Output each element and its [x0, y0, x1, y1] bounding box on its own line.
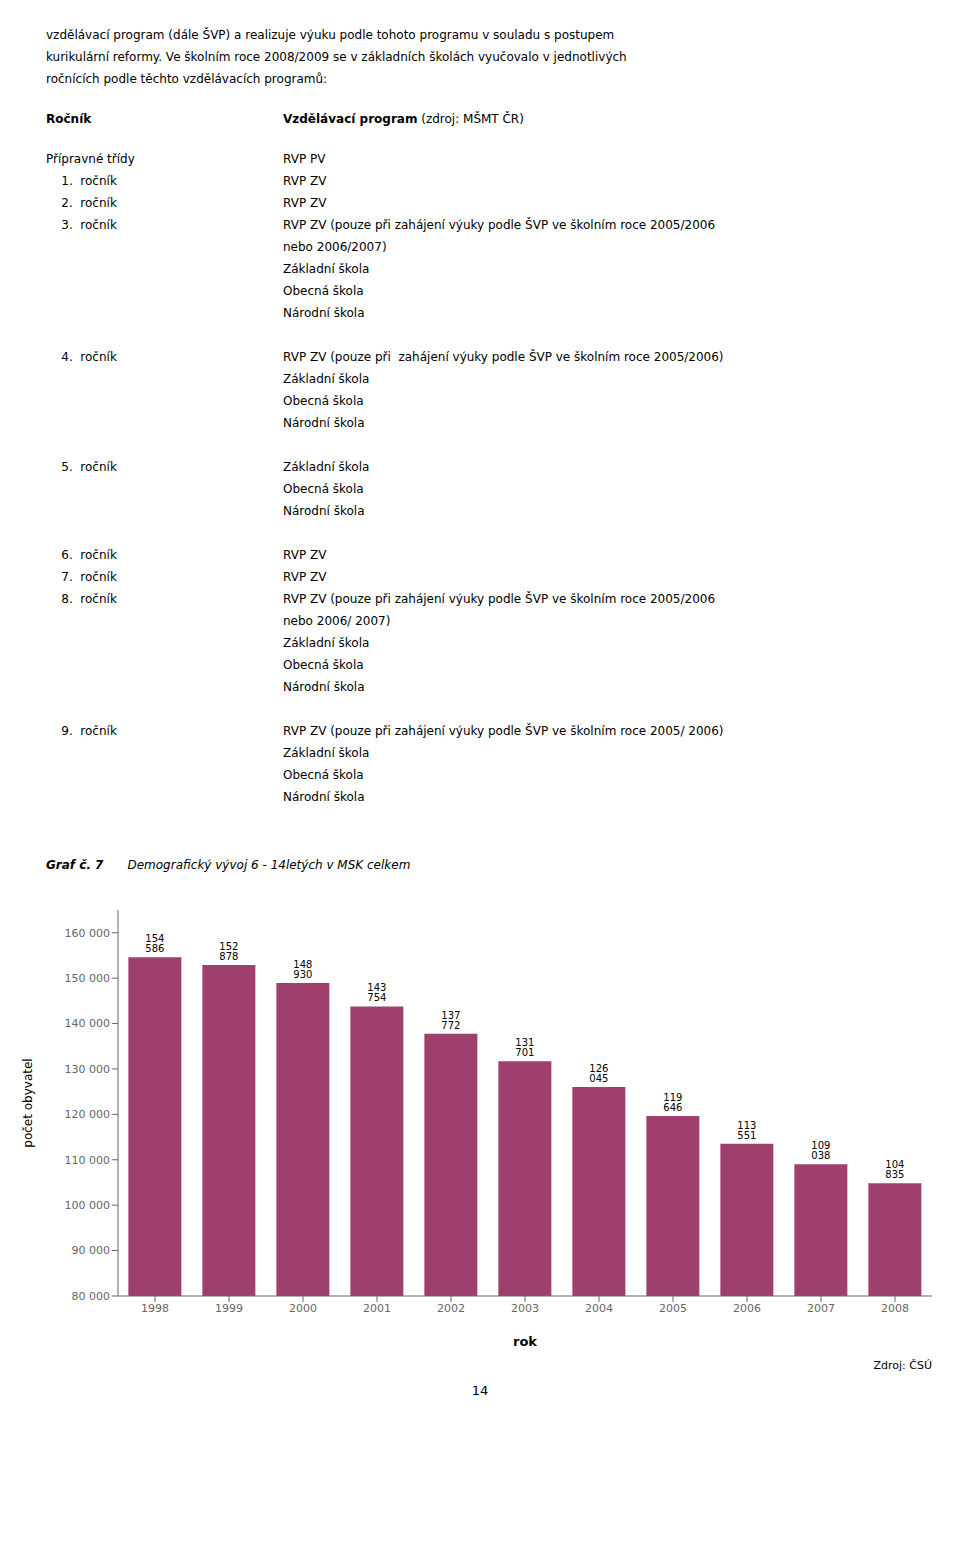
svg-text:1998: 1998 — [141, 1302, 169, 1315]
html-text:Přípravné třídy: Přípravné třídy — [46, 152, 135, 166]
html-text:Ročník: Ročník — [46, 112, 92, 126]
svg-text:130 000: 130 000 — [65, 1063, 111, 1076]
html-text:Základní škola: Základní škola — [283, 460, 370, 474]
svg-text:80 000: 80 000 — [72, 1290, 111, 1303]
svg-text:110 000: 110 000 — [65, 1154, 111, 1167]
html-text:7. ročník: 7. ročník — [46, 570, 117, 584]
html-text:Obecná škola: Obecná škola — [283, 658, 364, 672]
html-text:kurikulární reformy. Ve školní: kurikulární reformy. Ve školním roce 200… — [46, 50, 627, 64]
svg-text:131701: 131701 — [515, 1037, 534, 1058]
html-text:Obecná škola: Obecná škola — [283, 284, 364, 298]
html-text:8. ročník: 8. ročník — [46, 592, 117, 606]
html-text:nebo 2006/2007): nebo 2006/2007) — [283, 240, 387, 254]
svg-text:2003: 2003 — [511, 1302, 539, 1315]
svg-text:rok: rok — [513, 1334, 537, 1349]
svg-text:152878: 152878 — [219, 941, 238, 962]
svg-text:113551: 113551 — [737, 1120, 756, 1141]
html-text:Obecná škola: Obecná škola — [283, 768, 364, 782]
html-text:RVP ZV (pouze při zahájení výu: RVP ZV (pouze při zahájení výuky podle Š… — [283, 724, 724, 738]
html-text:Národní škola: Národní škola — [283, 680, 365, 694]
svg-text:150 000: 150 000 — [65, 972, 111, 985]
html-text:Základní škola: Základní škola — [283, 262, 370, 276]
svg-text:90 000: 90 000 — [72, 1244, 111, 1257]
svg-text:2001: 2001 — [363, 1302, 391, 1315]
html-text:Národní škola: Národní škola — [283, 306, 365, 320]
svg-text:148930: 148930 — [293, 959, 312, 980]
svg-text:2007: 2007 — [807, 1302, 835, 1315]
html-text:RVP PV: RVP PV — [283, 152, 326, 166]
html-text:Vzdělávací program (zdroj: MŠM: Vzdělávací program (zdroj: MŠMT ČR) — [283, 112, 524, 126]
html-text:Základní škola: Základní škola — [283, 636, 370, 650]
html-text:RVP ZV (pouze při zahájení výu: RVP ZV (pouze při zahájení výuky podle Š… — [283, 592, 716, 606]
html-text:2. ročník: 2. ročník — [46, 196, 117, 210]
html-text:Základní škola: Základní škola — [283, 746, 370, 760]
html-text:Obecná škola: Obecná škola — [283, 394, 364, 408]
svg-text:1999: 1999 — [215, 1302, 243, 1315]
html-text:4. ročník: 4. ročník — [46, 350, 117, 364]
html-text:RVP ZV (pouze při zahájení výu: RVP ZV (pouze při zahájení výuky podle Š… — [283, 350, 724, 364]
html-text:14: 14 — [471, 1383, 489, 1398]
html-text:Národní škola: Národní škola — [283, 416, 365, 430]
html-text:ročnících podle těchto vzděláv: ročnících podle těchto vzdělávacích prog… — [46, 72, 328, 86]
html-text:RVP ZV (pouze při zahájení výu: RVP ZV (pouze při zahájení výuky podle Š… — [283, 218, 716, 232]
html-text:1. ročník: 1. ročník — [46, 174, 117, 188]
html-text:RVP ZV: RVP ZV — [283, 548, 327, 562]
html-text:RVP ZV: RVP ZV — [283, 570, 327, 584]
html-text:vzdělávací program (dále ŠVP): vzdělávací program (dále ŠVP) a realizuj… — [46, 28, 615, 42]
html-text:Demografický vývoj 6 - 14letýc: Demografický vývoj 6 - 14letých v MSK ce… — [127, 858, 411, 872]
svg-text:počet obyvatel: počet obyvatel — [21, 1058, 35, 1147]
html-text:Obecná škola: Obecná škola — [283, 482, 364, 496]
svg-text:2008: 2008 — [881, 1302, 909, 1315]
svg-text:2004: 2004 — [585, 1302, 613, 1315]
html-text:RVP ZV: RVP ZV — [283, 196, 327, 210]
svg-text:160 000: 160 000 — [65, 927, 111, 940]
svg-text:2000: 2000 — [289, 1302, 317, 1315]
html-text:6. ročník: 6. ročník — [46, 548, 117, 562]
html-text:Základní škola: Základní škola — [283, 372, 370, 386]
html-text:5. ročník: 5. ročník — [46, 460, 117, 474]
html-text:nebo 2006/ 2007): nebo 2006/ 2007) — [283, 614, 391, 628]
html-text:Zdroj: ČSÚ: Zdroj: ČSÚ — [873, 1359, 932, 1372]
svg-text:2002: 2002 — [437, 1302, 465, 1315]
svg-text:137772: 137772 — [441, 1010, 460, 1031]
svg-text:100 000: 100 000 — [65, 1199, 111, 1212]
html-text:Národní škola: Národní škola — [283, 504, 365, 518]
html-text:RVP ZV: RVP ZV — [283, 174, 327, 188]
html-text:3. ročník: 3. ročník — [46, 218, 117, 232]
svg-text:126045: 126045 — [589, 1063, 608, 1084]
html-text:Národní škola: Národní škola — [283, 790, 365, 804]
svg-text:143754: 143754 — [367, 982, 386, 1003]
svg-text:120 000: 120 000 — [65, 1108, 111, 1121]
svg-text:2006: 2006 — [733, 1302, 761, 1315]
svg-text:104835: 104835 — [885, 1159, 904, 1180]
svg-text:109038: 109038 — [811, 1140, 830, 1161]
svg-text:154586: 154586 — [145, 933, 164, 954]
svg-text:2005: 2005 — [659, 1302, 687, 1315]
html-text:Graf č. 7: Graf č. 7 — [46, 858, 104, 872]
svg-text:140 000: 140 000 — [65, 1017, 111, 1030]
html-text:9. ročník: 9. ročník — [46, 724, 117, 738]
svg-text:119646: 119646 — [663, 1092, 682, 1113]
